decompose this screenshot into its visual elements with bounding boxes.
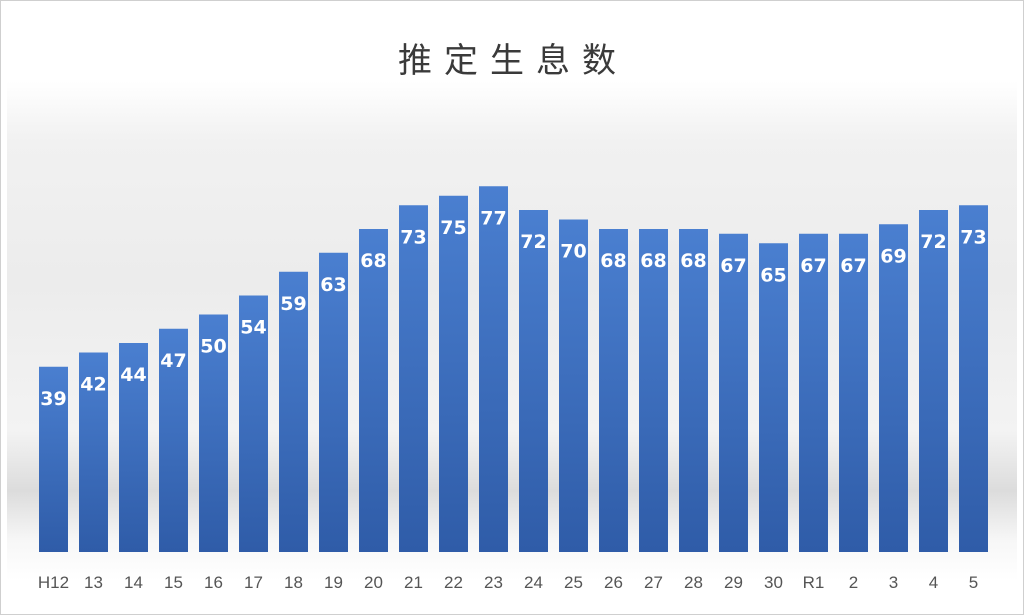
x-tick-23: 23	[484, 573, 503, 592]
bar-14	[119, 343, 148, 552]
bar-22	[439, 195, 468, 552]
bar-30	[759, 243, 788, 552]
bar-28	[679, 229, 708, 552]
x-tick-28: 28	[684, 573, 703, 592]
bar-R1	[799, 233, 828, 552]
data-label-13: 42	[80, 374, 106, 396]
bar-15	[159, 328, 188, 552]
bar-24	[519, 210, 548, 552]
data-label-27: 68	[640, 250, 666, 272]
data-label-2: 67	[840, 255, 866, 277]
x-tick-R1: R1	[803, 573, 825, 592]
x-tick-16: 16	[204, 573, 223, 592]
bar-20	[359, 229, 388, 552]
x-tick-H12: H12	[38, 573, 69, 592]
data-label-16: 50	[200, 336, 226, 358]
x-tick-4: 4	[929, 573, 938, 592]
data-label-19: 63	[320, 274, 346, 296]
data-label-25: 70	[560, 241, 586, 263]
data-label-14: 44	[120, 364, 146, 386]
x-tick-3: 3	[889, 573, 898, 592]
x-tick-20: 20	[364, 573, 383, 592]
data-label-5: 73	[960, 226, 986, 248]
bar-25	[559, 219, 588, 552]
data-label-15: 47	[160, 350, 186, 372]
bar-23	[479, 186, 508, 552]
x-tick-19: 19	[324, 573, 343, 592]
data-label-23: 77	[480, 207, 506, 229]
bar-H12	[39, 366, 68, 552]
x-tick-21: 21	[404, 573, 423, 592]
bar-29	[719, 233, 748, 552]
data-label-29: 67	[720, 255, 746, 277]
bar-18	[279, 271, 308, 552]
data-label-20: 68	[360, 250, 386, 272]
x-tick-29: 29	[724, 573, 743, 592]
x-tick-30: 30	[764, 573, 783, 592]
bar-21	[399, 205, 428, 552]
data-label-24: 72	[520, 231, 546, 253]
bar-3	[879, 224, 908, 552]
bar-5	[959, 205, 988, 552]
data-label-30: 65	[760, 264, 786, 286]
x-tick-2: 2	[849, 573, 858, 592]
bars-group	[39, 186, 988, 552]
x-tick-26: 26	[604, 573, 623, 592]
x-tick-18: 18	[284, 573, 303, 592]
x-tick-14: 14	[124, 573, 143, 592]
data-label-22: 75	[440, 217, 466, 239]
data-label-21: 73	[400, 226, 426, 248]
x-tick-25: 25	[564, 573, 583, 592]
bar-19	[319, 252, 348, 552]
bar-16	[199, 314, 228, 552]
data-label-28: 68	[680, 250, 706, 272]
bar-27	[639, 229, 668, 552]
data-label-3: 69	[880, 245, 906, 267]
bar-2	[839, 233, 868, 552]
bar-26	[599, 229, 628, 552]
x-tick-27: 27	[644, 573, 663, 592]
bar-4	[919, 210, 948, 552]
bar-13	[79, 352, 108, 552]
x-tick-5: 5	[969, 573, 978, 592]
data-labels-group: 39 42 44 47 50 54 59 63 68 73 75 77 72 70 68 68 68 67 65 67…	[40, 207, 986, 410]
data-label-17: 54	[240, 317, 266, 339]
bar-17	[239, 295, 268, 552]
data-label-R1: 67	[800, 255, 826, 277]
x-tick-13: 13	[84, 573, 103, 592]
x-tick-24: 24	[524, 573, 543, 592]
x-axis-tick-labels: H12 13 14 15 16 17 18 19 20 21 22 23 24 25 26 27 28 29 30 R…	[38, 573, 978, 592]
data-label-4: 72	[920, 231, 946, 253]
data-label-26: 68	[600, 250, 626, 272]
data-label-18: 59	[280, 293, 306, 315]
data-label-H12: 39	[40, 388, 66, 410]
x-tick-15: 15	[164, 573, 183, 592]
chart-title: 推定生息数	[398, 41, 628, 81]
x-tick-22: 22	[444, 573, 463, 592]
x-tick-17: 17	[244, 573, 263, 592]
